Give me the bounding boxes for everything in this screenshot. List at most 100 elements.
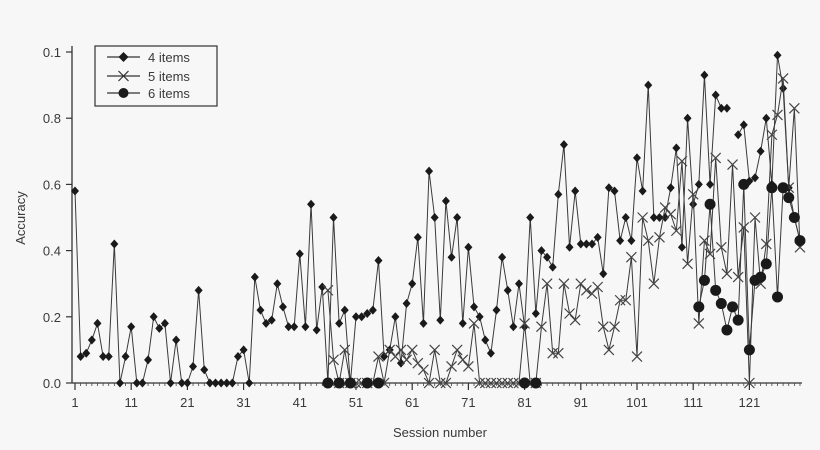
data-point-x xyxy=(715,241,727,253)
data-point-diamond xyxy=(694,179,703,189)
x-tick-label: 11 xyxy=(124,395,138,410)
data-point-diamond xyxy=(115,378,124,388)
circle-marker-icon xyxy=(118,88,129,98)
data-point-diamond xyxy=(470,302,479,312)
data-point-circle xyxy=(783,192,795,204)
data-point-diamond xyxy=(183,378,192,388)
data-point-diamond xyxy=(430,213,439,222)
data-point-diamond xyxy=(548,262,557,272)
data-point-x xyxy=(474,377,486,389)
series-line xyxy=(698,184,801,350)
data-point-diamond xyxy=(121,352,130,362)
data-point-x xyxy=(328,354,339,366)
data-point-diamond xyxy=(104,352,113,362)
x-tick-label: 121 xyxy=(739,395,761,410)
data-point-diamond xyxy=(402,299,411,309)
data-point-circle xyxy=(727,301,739,313)
data-point-circle xyxy=(333,377,345,389)
data-point-x xyxy=(592,281,604,293)
data-point-x xyxy=(451,344,463,356)
data-point-x xyxy=(760,238,772,250)
series-line xyxy=(737,55,801,241)
series-4-items xyxy=(71,50,804,388)
data-point-circle xyxy=(794,235,806,247)
data-point-x xyxy=(446,361,457,372)
data-point-diamond xyxy=(200,365,209,375)
y-tick-label: 0.4 xyxy=(43,244,61,259)
data-point-x xyxy=(485,377,497,389)
series-6-items xyxy=(322,178,806,389)
data-point-diamond xyxy=(352,312,360,322)
data-point-diamond xyxy=(284,322,293,332)
data-point-circle xyxy=(372,377,384,389)
data-point-diamond xyxy=(217,378,226,388)
data-point-x xyxy=(693,317,705,329)
data-point-diamond xyxy=(571,186,580,196)
data-point-diamond xyxy=(144,355,153,365)
data-point-x xyxy=(625,251,637,263)
data-point-diamond xyxy=(172,335,181,345)
y-tick-label: 0.8 xyxy=(43,111,61,126)
data-point-x xyxy=(682,258,694,270)
data-point-diamond xyxy=(419,318,428,328)
data-point-diamond xyxy=(509,322,518,332)
y-tick-label: 0.6 xyxy=(43,177,61,192)
data-point-diamond xyxy=(312,325,321,335)
data-point-diamond xyxy=(672,143,681,153)
data-point-diamond xyxy=(739,120,748,130)
data-point-diamond xyxy=(71,186,79,196)
x-tick-label: 61 xyxy=(405,395,419,410)
data-point-x xyxy=(710,152,722,164)
data-point-diamond xyxy=(616,236,625,246)
x-tick-label: 111 xyxy=(683,395,703,410)
data-point-diamond xyxy=(177,378,186,388)
data-point-diamond xyxy=(82,348,91,358)
data-point-diamond xyxy=(543,252,552,262)
series-line xyxy=(327,78,801,385)
data-point-diamond xyxy=(582,239,591,249)
data-point-diamond xyxy=(233,352,242,362)
data-point-diamond xyxy=(655,213,664,222)
data-point-diamond xyxy=(318,282,327,292)
data-point-diamond xyxy=(205,378,214,388)
data-point-diamond xyxy=(773,50,782,60)
legend: 4 items 5 items 6 items xyxy=(94,45,218,107)
data-point-circle xyxy=(715,298,727,310)
data-point-diamond xyxy=(413,232,422,242)
data-point-diamond xyxy=(194,285,203,295)
data-point-diamond xyxy=(228,378,237,388)
data-point-x xyxy=(462,361,474,372)
data-point-diamond xyxy=(537,246,546,256)
data-point-diamond xyxy=(368,305,377,315)
data-point-diamond xyxy=(391,312,400,322)
data-point-x xyxy=(412,357,424,369)
data-point-x xyxy=(586,288,598,300)
data-point-circle xyxy=(721,324,733,336)
data-point-diamond xyxy=(93,318,102,328)
data-point-circle xyxy=(760,258,772,270)
data-point-x xyxy=(654,231,665,243)
data-point-x xyxy=(423,377,435,389)
data-point-diamond xyxy=(666,183,675,193)
data-point-x xyxy=(659,202,671,213)
x-marker-icon xyxy=(118,70,129,82)
data-point-x xyxy=(373,351,384,362)
data-point-diamond xyxy=(250,272,259,282)
y-tick-label: 0.1 xyxy=(43,45,61,60)
data-point-diamond xyxy=(425,166,434,176)
data-point-x xyxy=(665,208,677,220)
data-point-diamond xyxy=(290,322,299,332)
data-point-circle xyxy=(693,301,705,313)
data-point-diamond xyxy=(155,323,164,333)
data-point-circle xyxy=(732,314,744,326)
data-point-diamond xyxy=(604,183,613,193)
data-point-x xyxy=(597,321,609,333)
data-point-x xyxy=(676,155,688,167)
data-point-x xyxy=(777,73,789,84)
data-point-circle xyxy=(519,377,531,389)
x-tick-label: 41 xyxy=(293,395,307,410)
data-point-diamond xyxy=(132,378,141,388)
data-point-x xyxy=(339,344,351,356)
